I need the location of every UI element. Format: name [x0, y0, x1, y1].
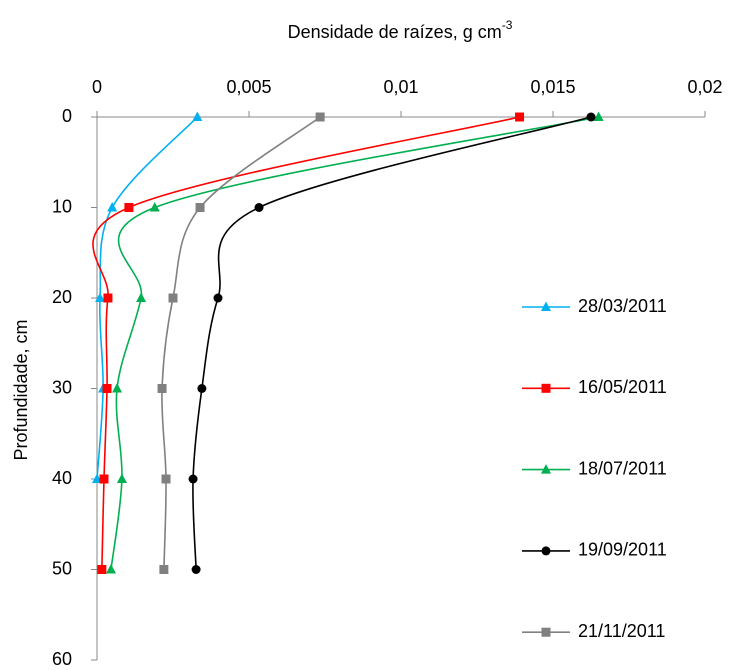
series-line — [161, 116, 321, 570]
legend-label: 16/05/2011 — [578, 377, 667, 397]
data-point — [254, 203, 264, 212]
x-tick-label: 0,005 — [226, 77, 271, 97]
data-point — [515, 112, 525, 122]
legend-marker — [541, 301, 551, 311]
data-point — [586, 112, 596, 122]
data-point — [107, 202, 118, 212]
x-axis-title: Densidade de raízes, g cm-3 — [288, 18, 513, 42]
data-point — [192, 111, 203, 121]
data-point — [213, 293, 223, 303]
data-point — [99, 474, 109, 484]
legend-label: 19/09/2011 — [578, 540, 667, 560]
y-tick-label: 10 — [52, 196, 72, 216]
data-point — [188, 474, 198, 484]
x-axis-title-text: Densidade de raízes, g cm — [288, 22, 502, 42]
data-point — [95, 292, 106, 302]
y-axis-title: Profundidade, cm — [11, 319, 31, 460]
data-point — [136, 292, 147, 302]
data-point — [197, 384, 207, 393]
data-point — [112, 383, 123, 393]
data-point — [124, 203, 134, 212]
y-tick-label: 60 — [52, 649, 72, 669]
data-point — [102, 384, 112, 393]
y-tick-label: 20 — [52, 287, 72, 307]
legend-marker — [541, 627, 551, 637]
x-axis-title-exponent: -3 — [502, 18, 513, 32]
series-line — [110, 116, 599, 570]
x-tick-label: 0,01 — [383, 77, 418, 97]
data-point — [168, 293, 178, 303]
series-line — [192, 116, 592, 570]
y-tick-label: 50 — [52, 558, 72, 578]
data-point — [149, 202, 160, 212]
data-point — [103, 293, 113, 303]
x-tick-label: 0 — [92, 77, 102, 97]
legend-label: 18/07/2011 — [578, 458, 667, 478]
legend-marker — [541, 383, 551, 393]
data-point — [97, 565, 107, 574]
y-tick-label: 30 — [52, 377, 72, 397]
x-tick-label: 0,02 — [687, 77, 722, 97]
legend-label: 28/03/2011 — [578, 296, 667, 316]
y-tick-label: 0 — [62, 106, 72, 126]
x-tick-label: 0,015 — [530, 77, 575, 97]
data-point — [195, 203, 205, 212]
data-point — [315, 112, 325, 122]
legend-marker — [541, 546, 551, 556]
y-tick-label: 40 — [52, 468, 72, 488]
data-point — [593, 111, 604, 121]
series-line — [92, 116, 520, 570]
legend-marker — [541, 464, 551, 474]
data-point — [159, 565, 169, 574]
data-point — [161, 474, 171, 484]
data-point — [116, 473, 127, 483]
data-point — [157, 384, 167, 393]
data-point — [105, 564, 116, 574]
legend-label: 21/11/2011 — [578, 621, 665, 641]
data-point — [191, 565, 201, 574]
